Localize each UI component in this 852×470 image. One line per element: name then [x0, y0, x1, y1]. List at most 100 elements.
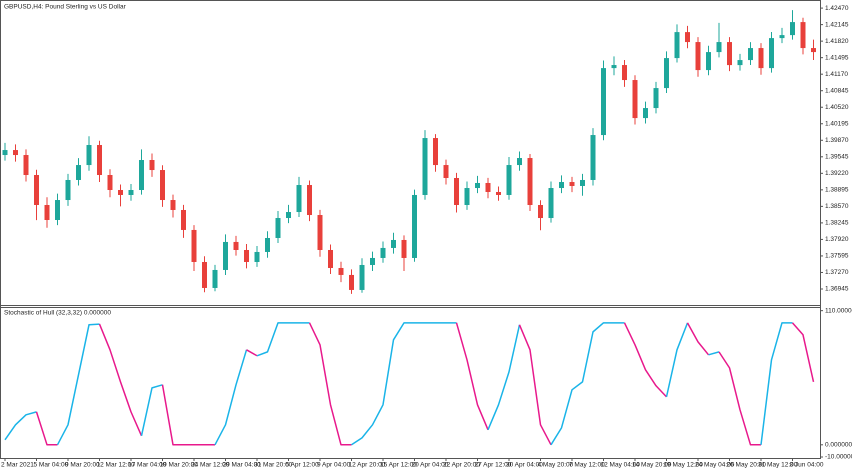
y-tick-label: 1.41170 [825, 71, 848, 78]
indicator-line [623, 322, 668, 398]
x-tick-label: 15 Apr 12:00 [380, 462, 417, 469]
candle-body [454, 178, 459, 205]
candle-body [485, 182, 491, 192]
candle-body [254, 251, 260, 262]
candle-body [517, 158, 522, 166]
x-tick-label: 26 May 20:00 [727, 462, 767, 469]
candle-body [422, 138, 428, 195]
y-tick-label: 1.41495 [825, 54, 849, 61]
indicator-line [214, 349, 248, 446]
x-tick-label: 5 Mar 04:00 [34, 462, 69, 469]
x-tick-label: 30 Apr 04:00 [506, 462, 543, 469]
candle-body [601, 68, 606, 136]
x-tick-label: 24 Mar 12:00 [191, 462, 230, 469]
y-tick-label: 1.40520 [825, 104, 849, 111]
candle-body [233, 241, 239, 250]
indicator-line [665, 322, 689, 398]
candle-body [128, 190, 134, 195]
x-tick-label: 29 Mar 04:00 [223, 462, 262, 469]
candle-body [328, 249, 333, 268]
indicator-line [256, 322, 310, 357]
candle-body [149, 160, 155, 171]
indicator-line [351, 322, 457, 446]
y-tick-label: 1.38245 [825, 220, 849, 227]
candle-body [685, 32, 690, 43]
indicator-line [4, 411, 37, 441]
candle-body [706, 52, 711, 71]
candle-body [559, 182, 564, 189]
candle-body [548, 188, 554, 219]
candle-body [632, 80, 638, 119]
candle-body [223, 241, 228, 270]
candle-body [317, 215, 323, 250]
candle-body [622, 65, 627, 81]
candle-body [412, 194, 417, 258]
candle-body [212, 269, 218, 288]
y-tick-label: 1.42470 [825, 5, 849, 12]
chart-title: GBPUSD,H4: Pound Sterling vs US Dollar [4, 4, 127, 11]
x-tick-label: 12 May 04:00 [601, 462, 641, 469]
candle-body [790, 22, 795, 36]
indicator-line [760, 322, 793, 445]
candle-body [727, 42, 732, 66]
indicator-line [708, 351, 720, 356]
candle-body [181, 209, 186, 230]
candle-body [611, 65, 617, 69]
x-tick-label: 20 Apr 04:00 [412, 462, 449, 469]
candle-body [265, 237, 270, 252]
candle-body [286, 212, 291, 219]
x-tick-label: 24 May 04:00 [695, 462, 735, 469]
y-tick-label: 1.36945 [825, 286, 849, 293]
indicator-line [791, 322, 815, 383]
candle-body [170, 200, 176, 210]
candle-body [296, 185, 302, 213]
indicator-line [56, 323, 100, 446]
x-tick-label: 22 Apr 20:00 [443, 462, 480, 469]
x-tick-label: 5 Apr 12:00 [286, 462, 320, 469]
candle-body [779, 35, 785, 39]
y-tick-label: -10.000000 [825, 454, 852, 461]
plot-frame [0, 0, 821, 459]
y-tick-label: 1.39545 [825, 154, 849, 161]
x-tick-label: 12 Apr 20:00 [349, 462, 386, 469]
candle-body [580, 179, 585, 186]
candle-body [653, 88, 659, 109]
candle-body [443, 165, 449, 179]
y-tick-label: 1.40195 [825, 120, 849, 127]
y-tick-label: 1.42145 [825, 21, 849, 28]
x-tick-label: 31 Mar 20:00 [254, 462, 293, 469]
x-tick-label: 7 May 12:00 [569, 462, 605, 469]
x-tick-label: 19 May 12:00 [664, 462, 704, 469]
candle-body [800, 22, 806, 49]
candle-body [380, 247, 386, 258]
candle-body [391, 239, 396, 248]
candle-body [307, 185, 312, 216]
indicator-line [98, 323, 143, 437]
candle-body [695, 42, 701, 71]
candle-body [97, 145, 102, 176]
candle-body [527, 158, 533, 205]
x-tick-label: 12 Mar 12:00 [97, 462, 136, 469]
y-tick-label: 1.38570 [825, 203, 849, 210]
y-tick-label: 110.000000 [825, 307, 852, 314]
x-tick-label: 17 Mar 04:00 [128, 462, 167, 469]
candle-body [496, 191, 501, 195]
candle-body [275, 218, 281, 238]
indicator-line [518, 324, 552, 446]
y-tick-label: 0.000000 [825, 442, 852, 449]
candle-body [737, 60, 743, 66]
indicator-line [161, 384, 215, 446]
indicator-line [550, 322, 625, 446]
candle-body [674, 32, 680, 59]
candle-body [349, 274, 354, 290]
candle-body [401, 239, 407, 258]
candle-body [538, 204, 543, 219]
indicator-line [455, 322, 489, 431]
candle-body [433, 138, 438, 166]
candle-body [359, 264, 365, 290]
candle-body [811, 48, 816, 53]
candle-body [55, 200, 60, 220]
candle-body [65, 179, 71, 201]
candle-body [160, 170, 165, 201]
